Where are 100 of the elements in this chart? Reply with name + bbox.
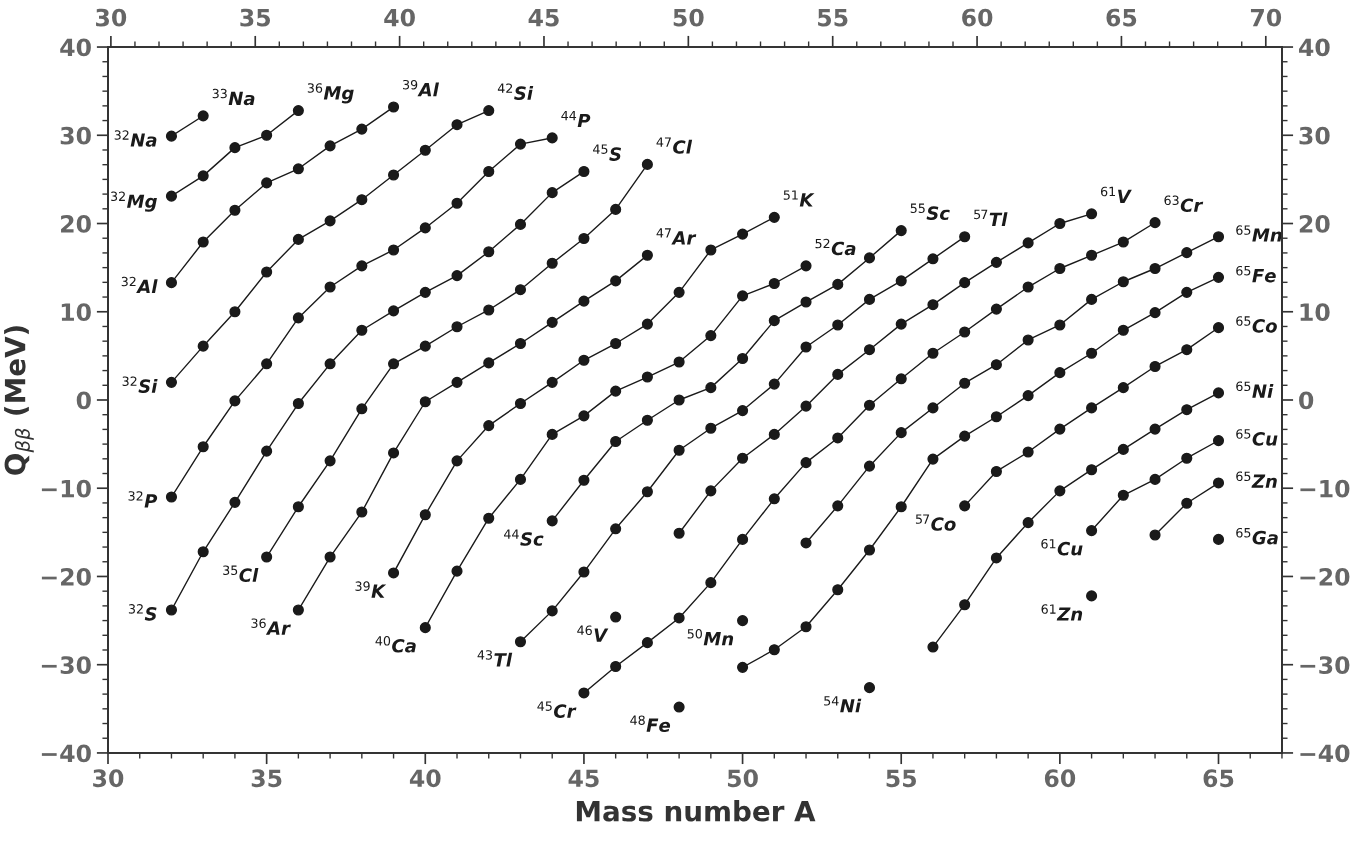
point [578,410,590,422]
point [1086,464,1098,476]
point [768,315,780,327]
point [1117,443,1129,455]
point [261,358,273,370]
point [292,397,304,410]
x2-tick-label: 45 [528,8,559,27]
point [483,246,495,258]
y-axis-title: Q$_{ββ}$ (MeV) [4,326,34,475]
x-tick-label: 30 [93,769,124,788]
point [673,394,685,406]
point [292,501,304,513]
point [514,473,527,485]
point [641,486,653,498]
point [1212,387,1225,399]
point [610,275,622,287]
point [1149,262,1161,275]
annotation: $^{57}$Tl [974,209,1008,226]
point [197,236,209,248]
point [1022,517,1034,529]
point [737,615,749,627]
point [705,382,717,394]
point [863,344,876,356]
point [356,123,368,135]
point [419,622,431,634]
y-tick-label: −20 [41,567,91,586]
point [737,405,749,417]
point [483,512,495,524]
annotation: $^{65}$Cu [1236,429,1278,446]
x2-tick-label: 40 [384,8,415,27]
point [990,256,1002,268]
point [895,373,907,385]
point [578,165,590,178]
x-tick-label: 45 [568,769,599,788]
point [1149,217,1161,229]
annotation: $^{42}$Si [497,83,534,100]
point [863,544,876,556]
annotation: $^{39}$Al [403,79,440,97]
annotation: $^{47}$Ar [656,228,697,245]
point [1117,489,1129,501]
x-tick-label: 50 [727,769,758,788]
point [1181,497,1193,509]
point [229,204,241,216]
point [768,428,780,440]
point [514,138,527,150]
point [1149,307,1161,319]
y2-tick-label: 20 [1299,214,1330,233]
point [388,358,400,370]
point [483,304,495,316]
point [514,636,527,648]
x2-tick-label: 70 [1250,8,1282,27]
point [927,299,939,311]
point [895,225,907,237]
point [737,352,749,365]
x2-tick-label: 55 [818,8,848,27]
point [388,447,400,459]
point [1117,236,1129,248]
point [1086,293,1098,305]
point [610,337,622,350]
point [800,621,812,633]
point [641,249,653,261]
point [324,455,336,467]
point [959,377,971,389]
point [1086,249,1098,261]
point [197,170,209,182]
point [863,399,876,411]
annotation: $^{32}$Al [121,276,158,294]
annotation: $^{51}$K [783,190,815,207]
annotation: $^{47}$Cl [656,137,693,154]
point [1086,525,1098,537]
point [863,460,876,472]
point [388,169,400,181]
point [1212,271,1225,283]
y-tick-label: −40 [41,744,91,763]
x-tick-label: 60 [1044,769,1076,788]
point [419,340,431,352]
point [800,341,812,353]
point [959,500,971,512]
annotation: $^{39}$K [355,581,387,598]
y-tick-label: −30 [41,656,91,675]
point [927,253,939,265]
annotation: $^{54}$Ni [824,696,862,713]
point [927,347,939,359]
point [1212,231,1225,243]
point [546,515,558,527]
annotation: $^{45}$S [593,144,622,161]
x-axis-title: Mass number A [576,800,816,822]
point [229,142,241,154]
point [832,319,844,331]
point [292,604,304,616]
point [959,231,971,243]
point [483,357,495,369]
point [800,400,812,412]
x2-tick-label: 35 [240,8,271,27]
point [673,701,685,713]
point [165,491,178,503]
annotation: $^{63}$Cr [1164,195,1204,213]
point [1212,477,1225,489]
annotation: $^{61}$Zn [1041,604,1083,621]
point [800,260,812,272]
